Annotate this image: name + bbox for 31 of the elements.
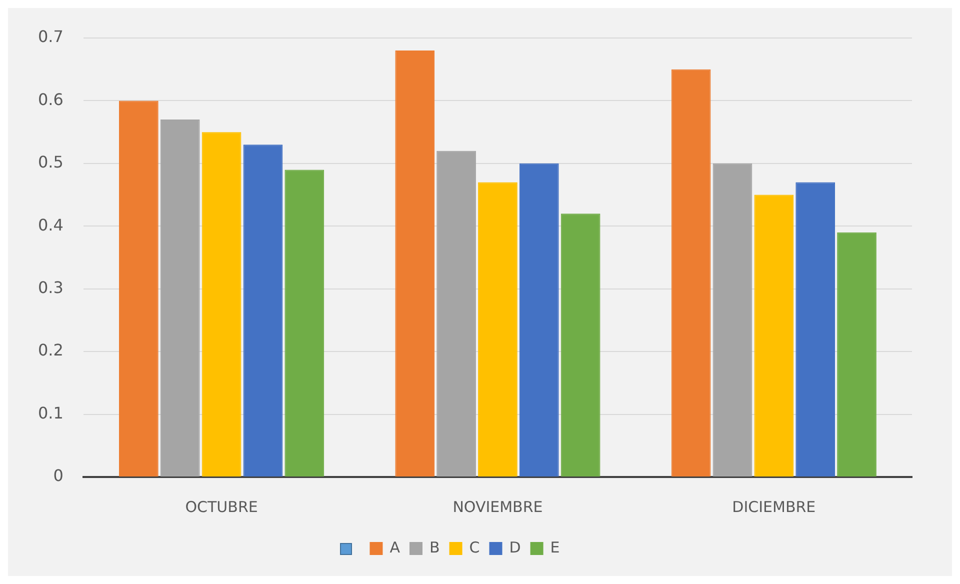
bar bbox=[160, 120, 200, 476]
bar bbox=[243, 144, 283, 476]
legend-label: E bbox=[550, 538, 560, 556]
y-tick-label: 0.4 bbox=[38, 215, 64, 234]
x-tick-label: OCTUBRE bbox=[185, 498, 258, 516]
x-tick-label: NOVIEMBRE bbox=[452, 498, 543, 516]
bar bbox=[478, 182, 518, 476]
bar bbox=[754, 194, 794, 476]
bar bbox=[395, 50, 435, 476]
y-tick-label: 0.6 bbox=[38, 90, 64, 109]
bar bbox=[796, 182, 836, 476]
y-tick-label: 0.5 bbox=[38, 152, 64, 172]
bar bbox=[284, 170, 324, 476]
y-tick-label: 0 bbox=[53, 466, 64, 486]
bar bbox=[519, 163, 559, 476]
bar bbox=[119, 100, 158, 476]
x-tick-label: DICIEMBRE bbox=[732, 498, 816, 516]
bar bbox=[560, 214, 600, 476]
bar bbox=[837, 232, 876, 476]
legend-label: A bbox=[390, 538, 401, 556]
bar bbox=[202, 132, 242, 476]
bar bbox=[671, 69, 711, 476]
bar bbox=[712, 163, 752, 476]
legend-label: D bbox=[509, 538, 521, 556]
y-tick-label: 0.1 bbox=[38, 403, 64, 422]
y-tick-label: 0.7 bbox=[38, 27, 64, 46]
y-tick-label: 0.2 bbox=[38, 340, 64, 360]
y-tick-label: 0.3 bbox=[38, 278, 64, 298]
legend-label: B bbox=[429, 538, 440, 556]
bar bbox=[436, 150, 476, 476]
legend-label: C bbox=[469, 538, 480, 556]
